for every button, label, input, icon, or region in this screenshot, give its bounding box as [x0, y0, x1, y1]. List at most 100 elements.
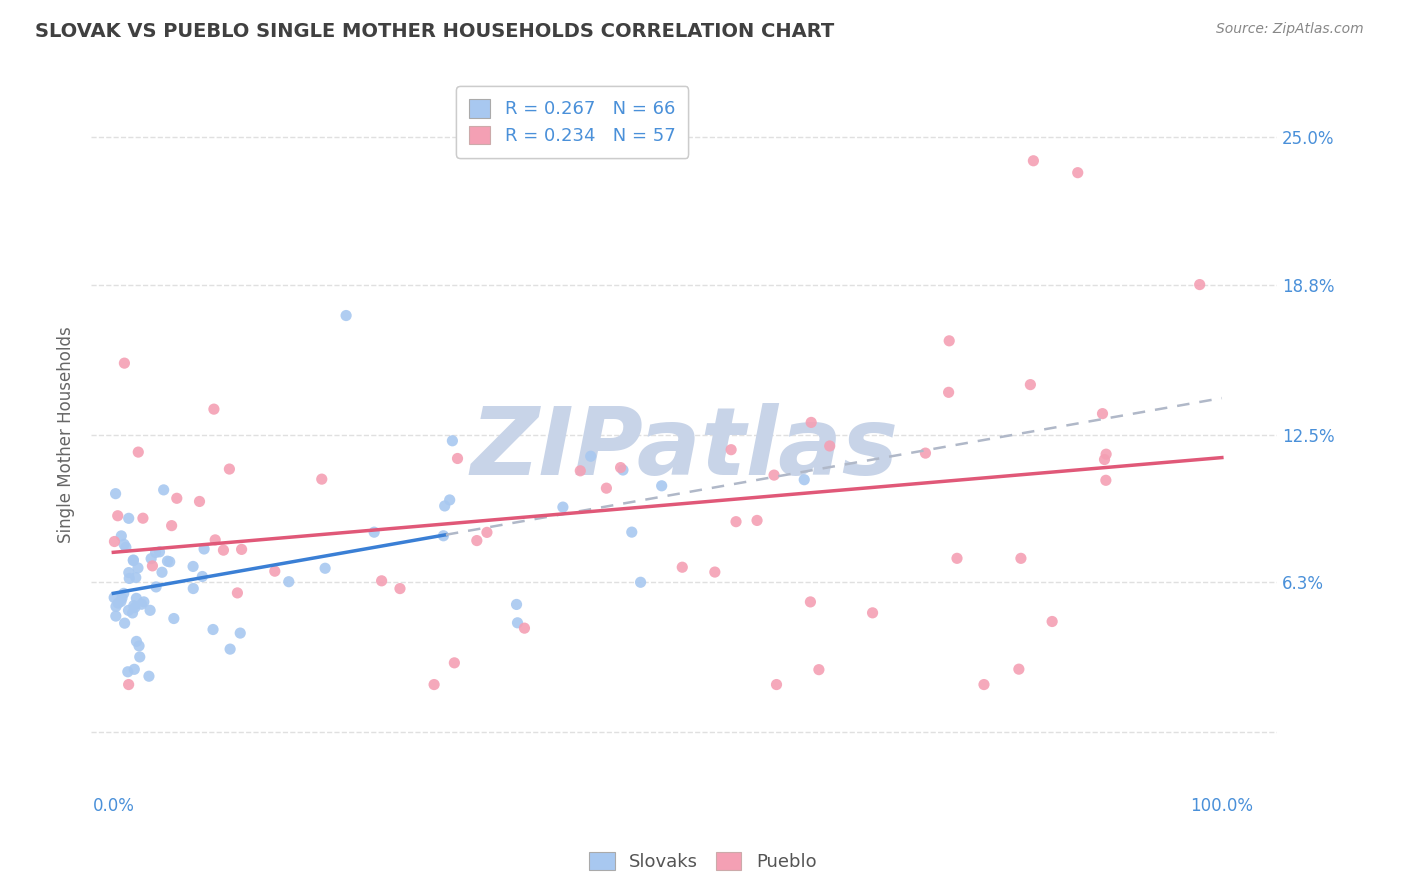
- Point: [152, 483, 174, 497]
- Legend: R = 0.267   N = 66, R = 0.234   N = 57: R = 0.267 N = 66, R = 0.234 N = 57: [456, 87, 688, 158]
- Point: [671, 560, 693, 574]
- Point: [132, 595, 155, 609]
- Point: [202, 623, 225, 637]
- Point: [609, 460, 631, 475]
- Point: [132, 511, 155, 525]
- Point: [202, 402, 225, 417]
- Point: [651, 479, 673, 493]
- Point: [506, 615, 529, 630]
- Point: [793, 473, 815, 487]
- Text: ZIPatlas: ZIPatlas: [470, 403, 898, 495]
- Point: [862, 606, 884, 620]
- Point: [475, 525, 498, 540]
- Point: [229, 626, 252, 640]
- Point: [103, 591, 125, 605]
- Text: Source: ZipAtlas.com: Source: ZipAtlas.com: [1216, 22, 1364, 37]
- Point: [115, 541, 138, 555]
- Point: [160, 518, 183, 533]
- Point: [124, 662, 146, 676]
- Point: [124, 600, 146, 615]
- Point: [1095, 473, 1118, 487]
- Point: [163, 611, 186, 625]
- Point: [703, 565, 725, 579]
- Point: [104, 486, 127, 500]
- Point: [620, 525, 643, 540]
- Point: [818, 439, 841, 453]
- Point: [1010, 551, 1032, 566]
- Point: [118, 511, 141, 525]
- Y-axis label: Single Mother Households: Single Mother Households: [58, 326, 75, 543]
- Point: [551, 500, 574, 515]
- Point: [231, 542, 253, 557]
- Point: [219, 642, 242, 657]
- Point: [1095, 447, 1118, 461]
- Point: [150, 566, 173, 580]
- Point: [139, 551, 162, 566]
- Point: [128, 649, 150, 664]
- Point: [112, 586, 135, 600]
- Point: [763, 468, 786, 483]
- Point: [181, 582, 204, 596]
- Point: [1094, 452, 1116, 467]
- Point: [204, 533, 226, 547]
- Point: [745, 513, 768, 527]
- Point: [103, 534, 125, 549]
- Point: [125, 634, 148, 648]
- Point: [107, 596, 129, 610]
- Point: [111, 591, 134, 605]
- Point: [938, 385, 960, 400]
- Point: [311, 472, 333, 486]
- Point: [127, 561, 149, 575]
- Legend: Slovaks, Pueblo: Slovaks, Pueblo: [582, 845, 824, 879]
- Point: [112, 356, 135, 370]
- Point: [914, 446, 936, 460]
- Point: [191, 569, 214, 583]
- Point: [277, 574, 299, 589]
- Text: SLOVAK VS PUEBLO SINGLE MOTHER HOUSEHOLDS CORRELATION CHART: SLOVAK VS PUEBLO SINGLE MOTHER HOUSEHOLD…: [35, 22, 834, 41]
- Point: [145, 580, 167, 594]
- Point: [799, 595, 821, 609]
- Point: [125, 570, 148, 584]
- Point: [110, 594, 132, 608]
- Point: [212, 543, 235, 558]
- Point: [441, 434, 464, 448]
- Point: [1019, 377, 1042, 392]
- Point: [439, 492, 461, 507]
- Point: [720, 442, 742, 457]
- Point: [112, 537, 135, 551]
- Point: [807, 663, 830, 677]
- Point: [188, 494, 211, 508]
- Point: [432, 529, 454, 543]
- Point: [1091, 407, 1114, 421]
- Point: [443, 656, 465, 670]
- Point: [159, 555, 181, 569]
- Point: [110, 529, 132, 543]
- Point: [569, 464, 592, 478]
- Point: [107, 508, 129, 523]
- Point: [156, 554, 179, 568]
- Point: [114, 616, 136, 631]
- Point: [765, 677, 787, 691]
- Point: [1040, 615, 1063, 629]
- Point: [724, 515, 747, 529]
- Point: [579, 449, 602, 463]
- Point: [127, 445, 149, 459]
- Point: [128, 639, 150, 653]
- Point: [141, 558, 163, 573]
- Point: [423, 677, 446, 691]
- Point: [800, 416, 823, 430]
- Point: [226, 586, 249, 600]
- Point: [122, 553, 145, 567]
- Point: [946, 551, 969, 566]
- Point: [446, 451, 468, 466]
- Point: [181, 559, 204, 574]
- Point: [973, 677, 995, 691]
- Point: [363, 525, 385, 540]
- Point: [314, 561, 336, 575]
- Point: [122, 553, 145, 567]
- Point: [465, 533, 488, 548]
- Point: [122, 599, 145, 613]
- Point: [131, 597, 153, 611]
- Point: [104, 609, 127, 624]
- Point: [117, 665, 139, 679]
